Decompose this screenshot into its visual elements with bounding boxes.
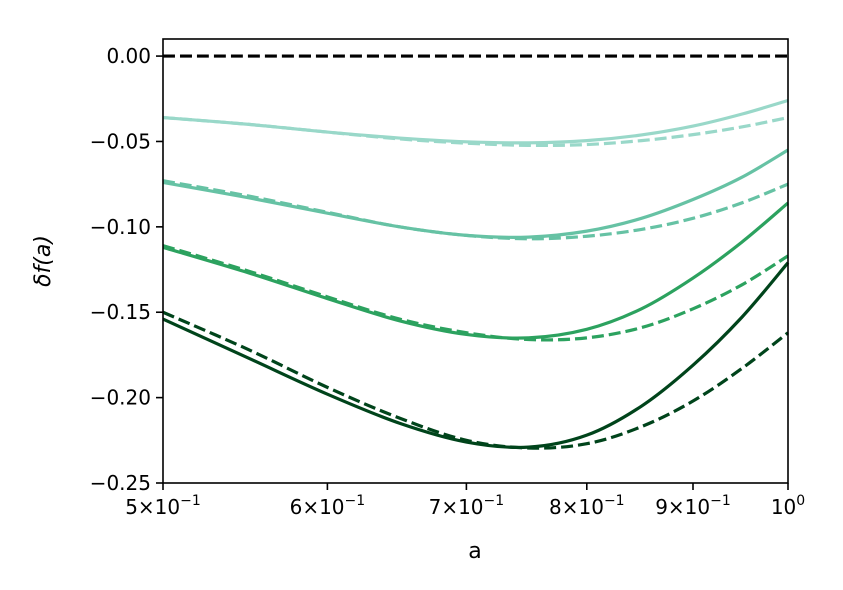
x-tick-label: 5×10−1: [125, 493, 201, 519]
y-tick-label: −0.25: [90, 471, 151, 495]
x-axis-label: a: [468, 539, 481, 564]
x-tick-label: 7×10−1: [429, 493, 505, 519]
y-tick-label: 0.00: [106, 44, 151, 68]
y-tick-label: −0.05: [90, 129, 151, 153]
x-axis: 5×10−1 6×10−1 7×10−1 8×10−1 9×10−1 100: [125, 483, 805, 519]
x-tick-label: 9×10−1: [655, 493, 731, 519]
series-line-3-solid: [162, 148, 789, 239]
y-tick-label: −0.15: [90, 300, 151, 324]
y-tick-label: −0.20: [90, 386, 151, 410]
x-tick-label: 8×10−1: [549, 493, 625, 519]
x-tick-label: 6×10−1: [290, 493, 366, 519]
x-tick-label: 100: [771, 493, 805, 519]
series-line-4-dashed: [162, 179, 789, 241]
y-axis: 0.00 −0.05 −0.10 −0.15 −0.20 −0.25: [90, 44, 163, 495]
series-line-1-solid: [162, 98, 789, 145]
series-line-8-dashed: [162, 310, 789, 450]
series-line-6-dashed: [162, 244, 789, 342]
y-axis-label: δf(a): [31, 235, 56, 287]
series-layer: [162, 54, 790, 450]
series-line-2-dashed: [162, 115, 789, 148]
y-tick-label: −0.10: [90, 215, 151, 239]
plot-frame: [162, 38, 789, 484]
series-line-7-solid: [162, 261, 790, 450]
series-line-5-solid: [162, 201, 790, 340]
